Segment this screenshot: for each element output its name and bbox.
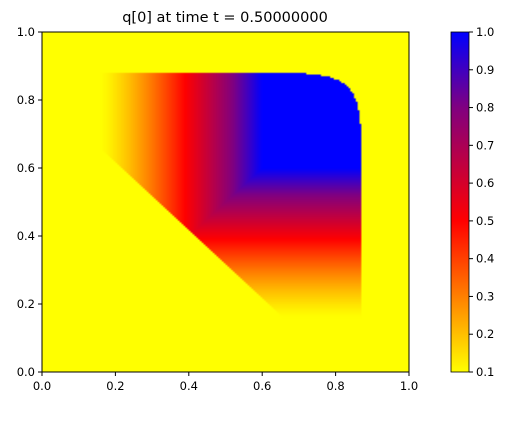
- x-tick-label: 0.2: [106, 379, 124, 393]
- y-tick-label: 1.0: [17, 25, 35, 39]
- colorbar-tick-label: 0.9: [476, 63, 494, 77]
- x-tick-label: 0.6: [253, 379, 271, 393]
- colorbar-tick-label: 0.7: [476, 138, 494, 152]
- colorbar-ticks: 0.1 0.2 0.3 0.4 0.5 0.6 0.7 0.8 0.9 1.0: [469, 25, 494, 379]
- y-tick-label: 0.0: [17, 365, 35, 379]
- y-tick-label: 0.4: [17, 229, 35, 243]
- x-tick-label: 0.4: [180, 379, 198, 393]
- colorbar-tick-label: 1.0: [476, 25, 494, 39]
- colorbar-tick-label: 0.5: [476, 214, 494, 228]
- colorbar-tick-label: 0.1: [476, 365, 494, 379]
- y-tick-label: 0.8: [17, 93, 35, 107]
- y-axis: 0.0 0.2 0.4 0.6 0.8 1.0: [17, 25, 42, 379]
- colorbar-tick-label: 0.3: [476, 289, 494, 303]
- heatmap-field: [42, 32, 409, 372]
- x-tick-label: 1.0: [400, 379, 418, 393]
- colorbar-gradient: [450, 31, 470, 373]
- plot-frame: [41, 31, 410, 373]
- colorbar-tick-label: 0.8: [476, 101, 494, 115]
- x-axis: 0.0 0.2 0.4 0.6 0.8 1.0: [33, 372, 418, 393]
- colorbar-tick-label: 0.4: [476, 252, 494, 266]
- chart-title: q[0] at time t = 0.50000000: [122, 10, 328, 26]
- y-tick-label: 0.6: [17, 161, 35, 175]
- colorbar: 0.1 0.2 0.3 0.4 0.5 0.6 0.7 0.8 0.9 1.0: [450, 25, 494, 379]
- plot-area: 0.0 0.2 0.4 0.6 0.8 1.0 0.0 0.2 0.4 0.6 0.8 1.0: [17, 25, 418, 393]
- colorbar-tick-label: 0.6: [476, 176, 494, 190]
- colorbar-tick-label: 0.2: [476, 327, 494, 341]
- y-tick-label: 0.2: [17, 297, 35, 311]
- x-tick-label: 0.0: [33, 379, 51, 393]
- x-tick-label: 0.8: [326, 379, 344, 393]
